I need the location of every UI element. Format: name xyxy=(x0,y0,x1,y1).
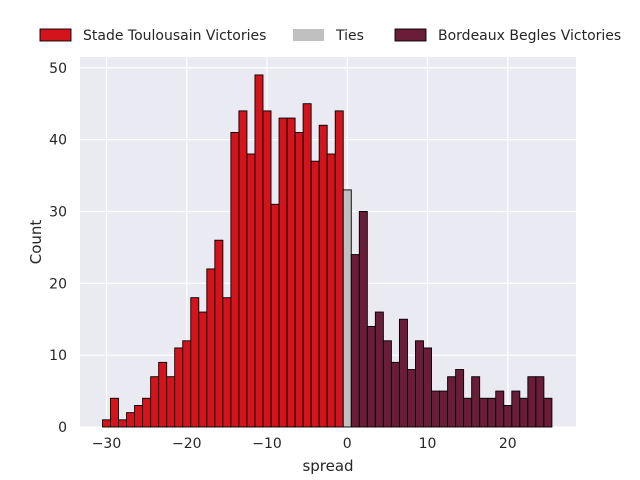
histogram-bar xyxy=(390,361,400,428)
histogram-bar xyxy=(342,189,352,428)
histogram-bar xyxy=(222,297,232,428)
histogram-bar xyxy=(302,103,312,428)
histogram-bar xyxy=(102,419,111,428)
legend-swatch xyxy=(293,29,324,41)
histogram-bar xyxy=(270,203,280,428)
histogram-bar xyxy=(374,311,384,428)
histogram-bar xyxy=(246,153,256,428)
histogram-bar xyxy=(366,325,376,428)
x-tick-labels: −30 −20 −10 0 10 20 xyxy=(92,436,517,452)
histogram-bar xyxy=(134,404,144,428)
histogram-bar xyxy=(543,397,553,428)
x-tick-label: 10 xyxy=(419,436,437,452)
histogram-bar xyxy=(190,297,200,428)
histogram-bar xyxy=(527,376,537,428)
x-tick-label: −10 xyxy=(252,436,282,452)
histogram-bar xyxy=(471,376,481,428)
legend-label: Ties xyxy=(335,28,364,44)
histogram-bar xyxy=(503,404,513,428)
bars xyxy=(102,74,553,428)
y-tick-label: 0 xyxy=(58,420,67,436)
histogram-bar xyxy=(150,376,160,428)
x-tick-label: 20 xyxy=(499,436,517,452)
legend-swatch xyxy=(39,28,72,42)
histogram-bar xyxy=(487,397,497,428)
histogram-bar xyxy=(238,110,248,428)
y-tick-label: 30 xyxy=(49,204,67,220)
y-tick-label: 10 xyxy=(49,348,67,364)
histogram-bar xyxy=(334,110,344,428)
histogram-bar xyxy=(535,376,545,428)
y-axis-label: Count xyxy=(27,220,45,265)
histogram-bar xyxy=(198,311,208,428)
y-tick-label: 40 xyxy=(49,133,67,149)
y-tick-label: 50 xyxy=(49,61,67,77)
histogram-bar xyxy=(423,347,432,428)
histogram-bar xyxy=(254,74,264,428)
histogram-bar xyxy=(511,390,521,428)
x-tick-label: −30 xyxy=(92,436,122,452)
histogram-bar xyxy=(110,397,119,428)
histogram-bar xyxy=(495,390,505,428)
histogram-bar xyxy=(206,268,216,428)
histogram-bar xyxy=(415,340,424,428)
histogram-bar xyxy=(455,369,465,428)
histogram-bar xyxy=(447,376,457,428)
histogram-bar xyxy=(310,160,320,428)
histogram-bar xyxy=(358,211,368,428)
x-axis-label: spread xyxy=(302,457,353,475)
x-tick-label: −20 xyxy=(172,436,202,452)
histogram-bar xyxy=(126,412,136,428)
legend-label: Bordeaux Begles Victories xyxy=(438,28,621,44)
histogram-bar xyxy=(278,117,288,428)
histogram-bar xyxy=(463,397,473,428)
histogram-bar xyxy=(479,397,489,428)
histogram-bar xyxy=(182,340,192,428)
histogram-bar xyxy=(294,131,304,428)
histogram-bar xyxy=(118,419,128,428)
histogram-bar xyxy=(326,153,336,428)
legend-swatch xyxy=(394,28,427,42)
histogram-bar xyxy=(158,361,168,428)
y-tick-labels: 0 10 20 30 40 50 xyxy=(49,61,67,436)
histogram-bar xyxy=(166,376,176,428)
legend: Stade Toulousain Victories Ties Bordeaux B… xyxy=(39,28,621,44)
histogram-bar xyxy=(519,397,529,428)
histogram-bar xyxy=(174,347,184,428)
legend-label: Stade Toulousain Victories xyxy=(83,28,266,44)
histogram-bar xyxy=(262,110,272,428)
x-tick-label: 0 xyxy=(343,436,352,452)
histogram-bar xyxy=(382,340,392,428)
histogram-bar xyxy=(439,390,449,428)
histogram-bar xyxy=(142,397,152,428)
histogram-bar xyxy=(230,131,240,428)
histogram-bar xyxy=(350,254,360,428)
y-tick-label: 20 xyxy=(49,276,67,292)
histogram-bar xyxy=(286,117,296,428)
histogram-bar xyxy=(398,318,408,428)
histogram-bar xyxy=(431,390,441,428)
histogram-bar xyxy=(318,124,328,428)
histogram-bar xyxy=(214,239,224,428)
histogram-bar xyxy=(407,369,416,428)
